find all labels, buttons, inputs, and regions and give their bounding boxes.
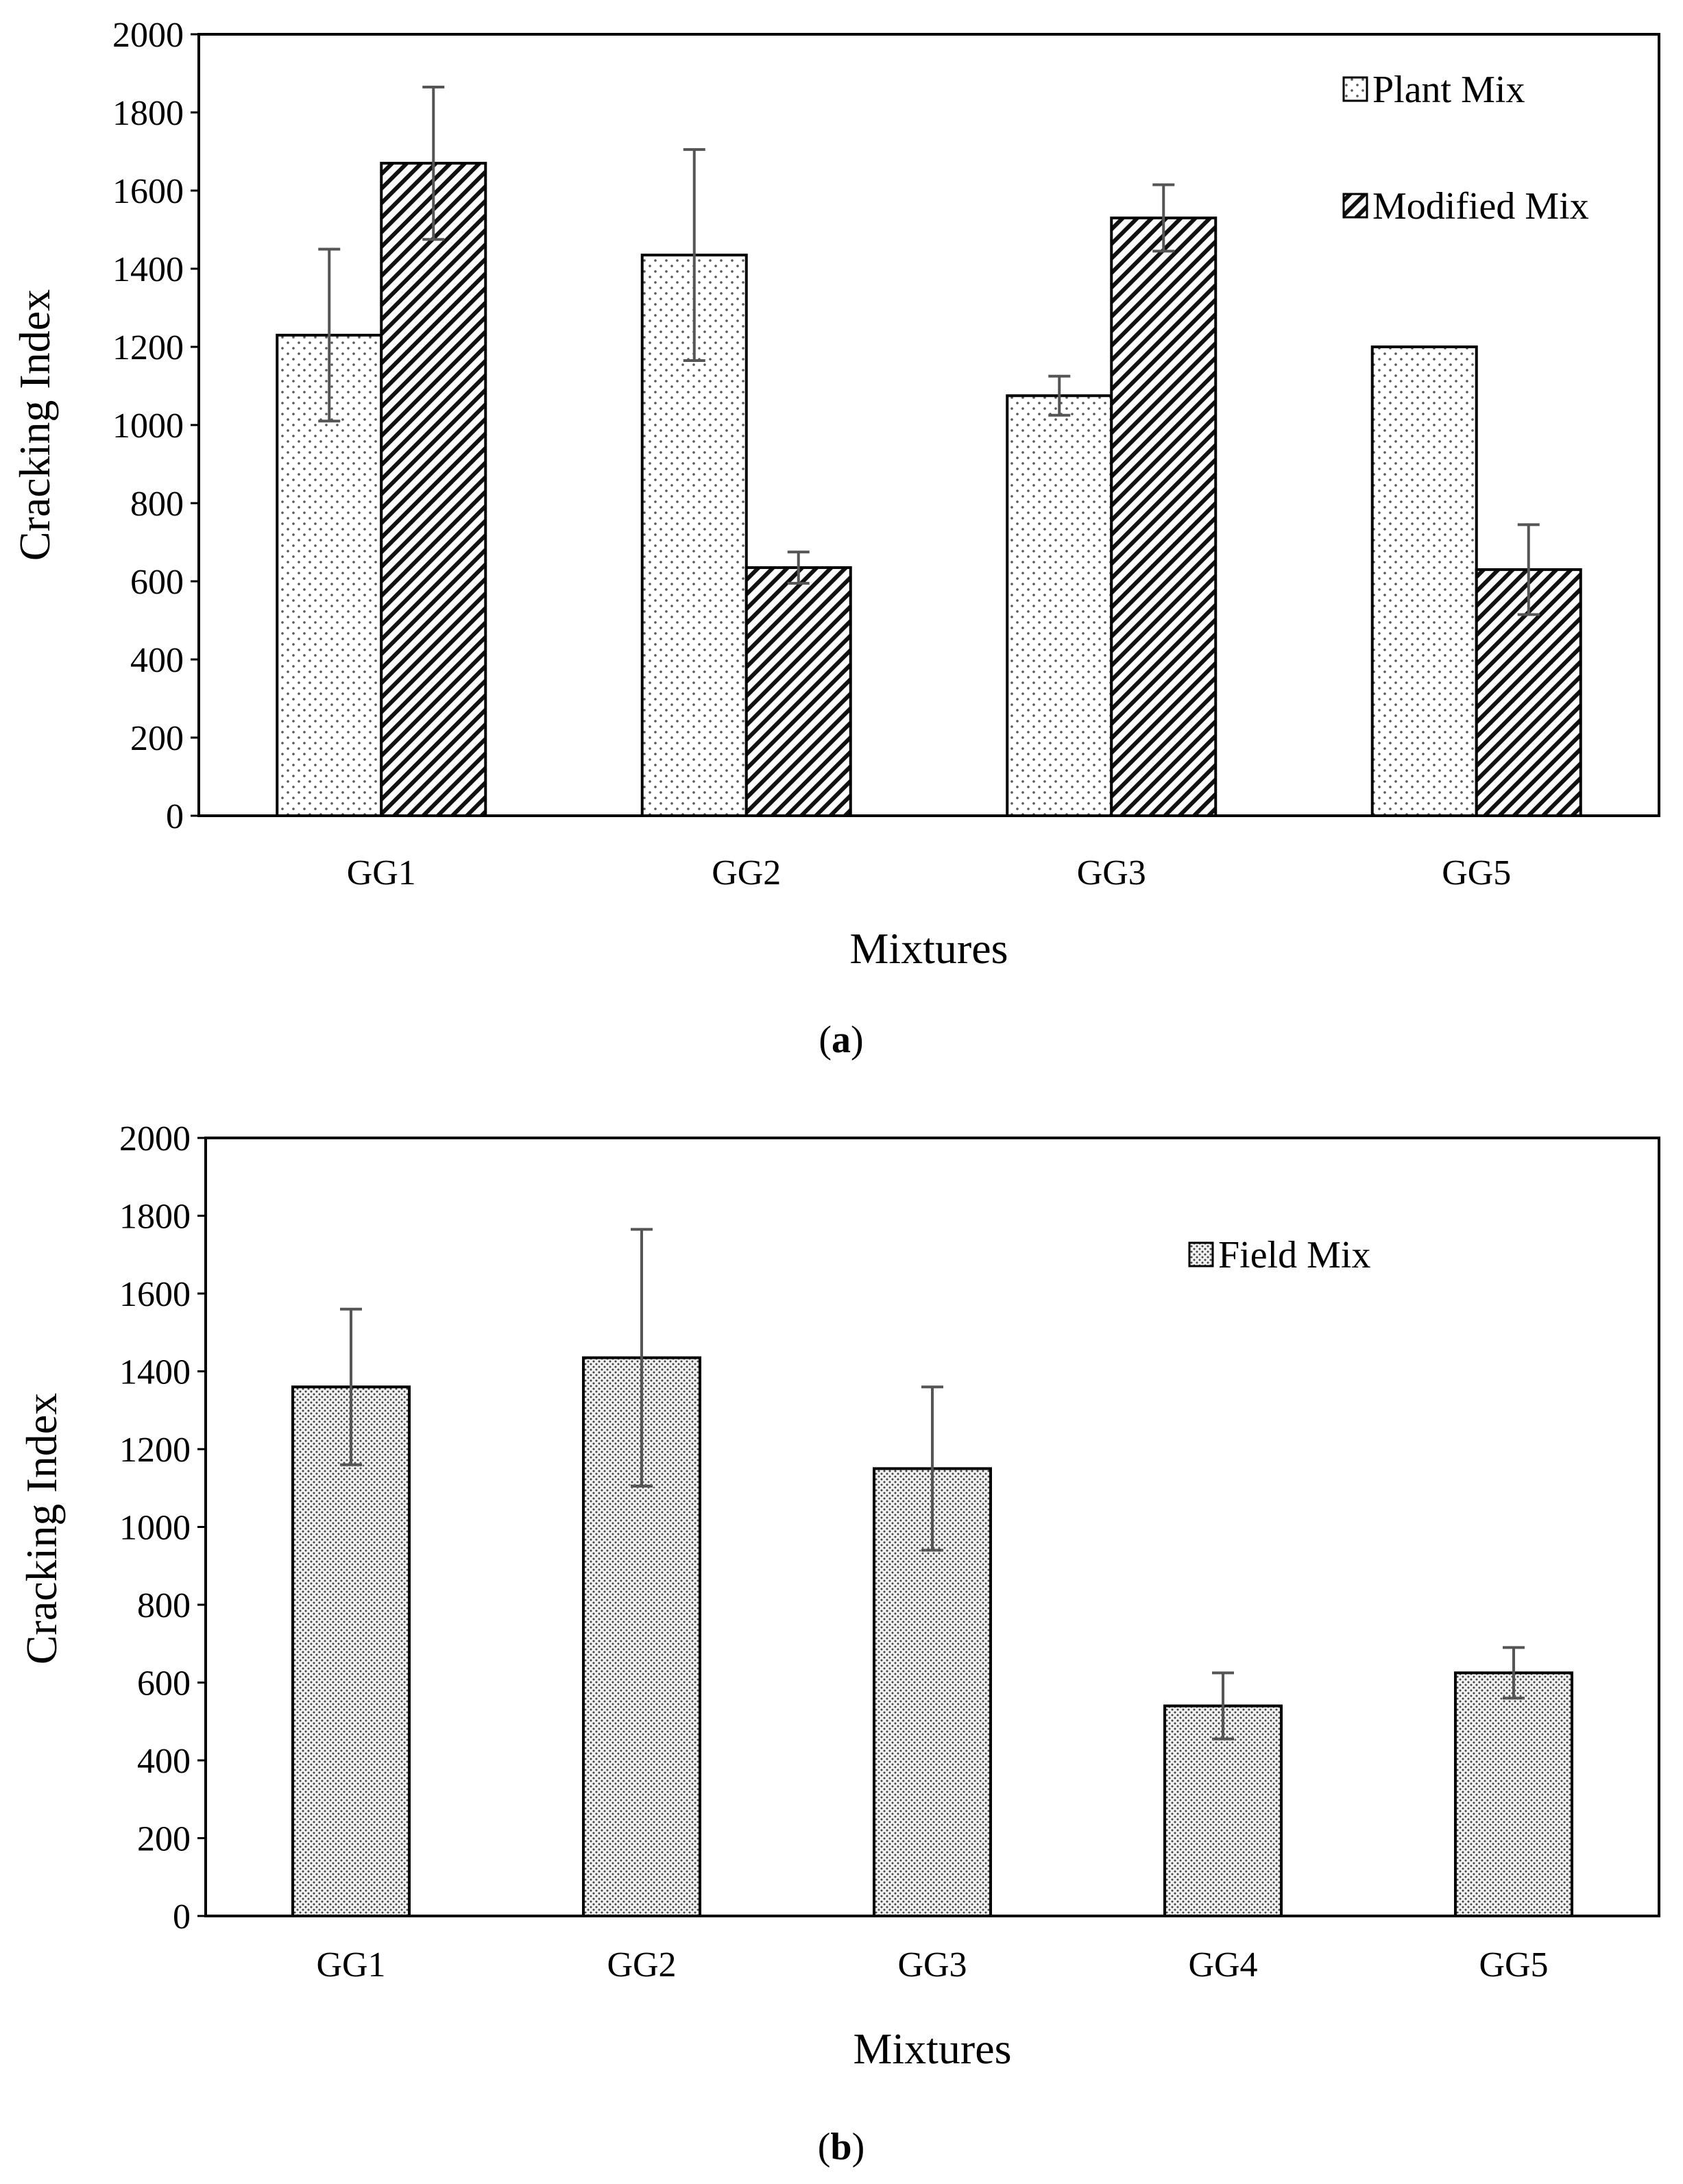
chart-b-xtick-label: GG4 (1188, 1945, 1257, 1985)
chart-a-legend-label: Plant Mix (1372, 69, 1525, 111)
chart-a-ytick-label: 0 (166, 797, 184, 836)
chart-a-xtick-label: GG2 (712, 853, 781, 893)
chart-a-ytick-label: 1400 (112, 250, 184, 289)
chart-a-ytick-label: 600 (130, 563, 184, 602)
chart-b-ytick-label: 0 (173, 1897, 191, 1937)
chart-a-plot-frame (197, 33, 1660, 817)
chart-a-ytick-label: 1200 (112, 328, 184, 367)
chart-b-ytick-label: 1200 (119, 1431, 191, 1470)
chart-b-xtick-label: GG2 (607, 1945, 676, 1985)
chart-b-ytick-label: 200 (137, 1820, 191, 1859)
chart-a-legend-swatch (1342, 193, 1368, 219)
chart-a-ytick-label: 2000 (112, 16, 184, 55)
chart-b-ytick-label: 1000 (119, 1509, 191, 1548)
chart-b-bar-field-mix (1454, 1671, 1573, 1917)
chart-b-bar-field-mix (1163, 1704, 1283, 1918)
chart-b-ytick-label: 1400 (119, 1353, 191, 1392)
chart-b-marks: 0 200 400 600 800 1000 1200 1400 1600 1800 2000 GG1… (119, 1119, 1573, 1985)
chart-a-xlabel: Mixtures (849, 924, 1008, 973)
chart-a-ytick-label: 1600 (112, 172, 184, 211)
chart-a-ytick-label: 1800 (112, 94, 184, 133)
chart-a-legend-swatch (1342, 76, 1368, 102)
chart-a-legend-label: Modified Mix (1372, 185, 1589, 228)
chart-b-ylabel: Cracking Index (17, 1393, 66, 1664)
chart-a-ytick-label: 800 (130, 485, 184, 524)
chart-b-legend-label: Field Mix (1218, 1234, 1370, 1276)
chart-b: 0 200 400 600 800 1000 1200 1400 1600 1800 2000 GG1… (17, 1119, 1660, 2168)
chart-b-legend-swatch (1188, 1241, 1214, 1267)
chart-b-ytick-label: 600 (137, 1664, 191, 1703)
chart-b-ytick-label: 1800 (119, 1198, 191, 1237)
chart-a-xtick-label: GG5 (1442, 853, 1511, 893)
chart-a-bar-modified-mix (744, 566, 852, 817)
chart-a-ytick-label: 400 (130, 641, 184, 680)
chart-a: 0 200 400 600 800 1000 1200 1400 1600 1800 2000 GG1… (10, 16, 1660, 1061)
chart-a-bar-plant-mix (1370, 345, 1478, 817)
chart-b-xtick-label: GG3 (897, 1945, 967, 1985)
chart-b-ytick-label: 1600 (119, 1275, 191, 1314)
chart-b-xtick-label: GG5 (1479, 1945, 1548, 1985)
chart-a-bar-modified-mix (380, 162, 487, 818)
chart-a-bar-plant-mix (1006, 394, 1113, 817)
chart-a-ylabel: Cracking Index (10, 289, 59, 561)
chart-b-xlabel: Mixtures (853, 2024, 1011, 2073)
caption-b: (b) (818, 2126, 864, 2168)
chart-b-bar-field-mix (291, 1385, 411, 1917)
caption-b-letter: b (830, 2126, 851, 2168)
chart-a-xtick-label: GG1 (347, 853, 416, 893)
chart-a-bar-modified-mix (1110, 216, 1218, 817)
chart-b-ytick-label: 800 (137, 1586, 191, 1625)
caption-a: (a) (819, 1019, 863, 1061)
caption-a-letter: a (832, 1019, 851, 1061)
chart-b-xtick-label: GG1 (316, 1945, 385, 1985)
chart-a-ytick-label: 200 (130, 719, 184, 758)
chart-a-marks: 0 200 400 600 800 1000 1200 1400 1600 1800 2000 GG1… (112, 16, 1589, 893)
chart-b-ytick-label: 400 (137, 1742, 191, 1781)
chart-b-plot-frame (204, 1137, 1660, 1917)
chart-a-xtick-label: GG3 (1077, 853, 1146, 893)
chart-b-ytick-label: 2000 (119, 1119, 191, 1158)
chart-a-ytick-label: 1000 (112, 407, 184, 446)
